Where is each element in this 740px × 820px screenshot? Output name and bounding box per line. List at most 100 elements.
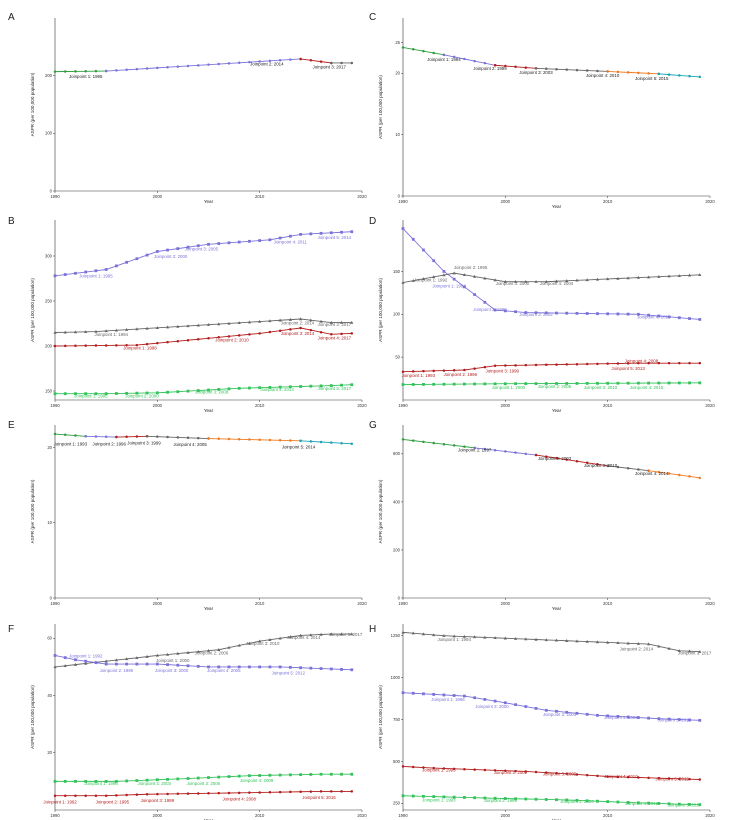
- y-tick-label: 50: [395, 355, 400, 360]
- data-point: [554, 638, 559, 642]
- joinpoint-label: Joinpoint 4: 2008: [222, 797, 256, 802]
- data-point: [452, 369, 456, 372]
- data-point: [135, 391, 139, 395]
- data-point: [145, 435, 149, 438]
- data-point: [545, 363, 548, 367]
- data-point: [483, 698, 487, 701]
- data-point: [616, 70, 620, 74]
- y-tick-label: 200: [393, 547, 401, 552]
- data-point: [678, 473, 681, 477]
- data-point: [585, 69, 589, 72]
- y-tick-label: 20: [47, 445, 52, 450]
- data-point: [411, 383, 415, 386]
- data-point: [616, 312, 620, 316]
- data-point: [534, 280, 538, 283]
- data-point: [340, 790, 343, 793]
- data-point: [94, 344, 98, 347]
- data-point: [555, 456, 558, 460]
- data-point: [575, 278, 579, 282]
- data-point: [432, 369, 435, 373]
- data-point: [575, 68, 579, 72]
- data-point: [237, 61, 241, 65]
- data-point: [268, 791, 272, 794]
- series-line: [55, 384, 352, 395]
- data-point: [288, 385, 292, 389]
- joinpoint-label: Joinpoint 2: 2000: [475, 704, 509, 709]
- x-tick-label: 2010: [255, 813, 265, 818]
- data-point: [319, 632, 323, 636]
- y-axis-title: ASPR (per 100,000 population): [30, 685, 35, 749]
- data-point: [319, 772, 323, 776]
- data-point: [575, 639, 579, 643]
- data-point: [135, 327, 139, 331]
- x-tick-label: 2020: [705, 601, 715, 606]
- data-point: [626, 381, 630, 385]
- data-point: [53, 432, 57, 436]
- x-tick-label: 2020: [705, 199, 715, 204]
- panel-letter: B: [8, 216, 15, 227]
- data-point: [330, 441, 333, 444]
- data-point: [698, 318, 702, 321]
- data-point: [206, 322, 211, 326]
- data-point: [677, 649, 681, 653]
- joinpoint-label: Joinpoint 4: 2013: [637, 315, 671, 320]
- data-point: [657, 274, 661, 278]
- data-point: [155, 250, 159, 253]
- data-point: [350, 442, 354, 446]
- data-point: [125, 343, 128, 347]
- data-point: [636, 275, 640, 279]
- data-point: [616, 362, 620, 365]
- data-point: [483, 635, 487, 639]
- data-point: [473, 635, 477, 639]
- y-tick-label: 1000: [391, 675, 401, 680]
- joinpoint-label: Joinpoint 3: 2005: [543, 771, 577, 776]
- data-point: [319, 330, 323, 334]
- panel-d: D 1990 2000 2010 2020 50 100 150 Year ASPR (per 1…: [369, 216, 715, 413]
- data-point: [196, 244, 200, 248]
- joinpoint-label: Joinpoint 1: 1994: [432, 284, 466, 289]
- data-point: [186, 324, 190, 328]
- data-point: [647, 801, 650, 805]
- joinpoint-label: Joinpoint 4: 2012: [625, 801, 659, 806]
- data-point: [524, 311, 528, 314]
- data-point: [493, 308, 497, 312]
- data-point: [575, 711, 579, 715]
- data-point: [401, 438, 405, 441]
- data-point: [289, 58, 292, 61]
- data-point: [483, 276, 487, 280]
- data-point: [155, 662, 159, 666]
- data-point: [698, 476, 702, 480]
- data-point: [565, 710, 569, 714]
- data-point: [248, 438, 251, 441]
- data-point: [401, 383, 405, 386]
- data-point: [176, 247, 180, 251]
- data-point: [258, 319, 262, 323]
- data-point: [647, 716, 650, 720]
- data-point: [74, 271, 77, 275]
- y-tick-label: 40: [47, 693, 52, 698]
- data-point: [63, 433, 67, 437]
- data-point: [288, 317, 292, 321]
- data-point: [422, 369, 425, 373]
- data-point: [667, 646, 671, 650]
- data-point: [319, 384, 323, 388]
- data-point: [534, 770, 538, 774]
- y-tick-label: 300: [45, 253, 53, 258]
- x-tick-label: 2000: [501, 601, 511, 606]
- data-point: [309, 773, 313, 776]
- data-point: [340, 772, 343, 776]
- data-point: [514, 703, 517, 707]
- data-point: [596, 799, 599, 803]
- data-point: [278, 773, 282, 777]
- joinpoint-label: Joinpoint 3: 2010: [584, 463, 618, 468]
- data-point: [186, 777, 190, 780]
- data-point: [145, 342, 149, 346]
- data-point: [555, 771, 558, 775]
- data-point: [493, 382, 497, 386]
- data-point: [186, 245, 190, 249]
- data-point: [575, 459, 579, 463]
- data-point: [463, 445, 466, 448]
- data-point: [227, 335, 231, 338]
- joinpoint-label: Joinpoint 3: 2006: [560, 799, 594, 804]
- data-point: [258, 386, 262, 390]
